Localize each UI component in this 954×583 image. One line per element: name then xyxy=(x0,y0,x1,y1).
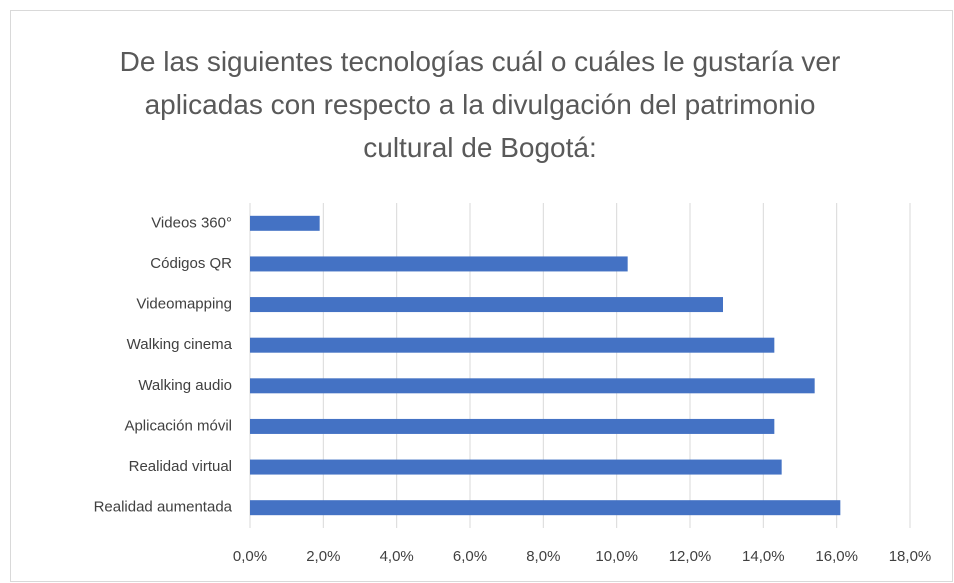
x-tick-label: 12,0% xyxy=(669,548,712,565)
x-tick-label: 8,0% xyxy=(526,548,560,565)
bar xyxy=(250,297,723,313)
bar xyxy=(250,459,782,475)
bar xyxy=(250,378,815,394)
bar xyxy=(250,337,775,353)
bar xyxy=(250,418,775,434)
bar xyxy=(250,215,320,231)
bar xyxy=(250,500,841,516)
chart-title: De las siguientes tecnologías cuál o cuá… xyxy=(119,46,841,163)
y-tick-label: Códigos QR xyxy=(150,255,232,272)
x-tick-label: 4,0% xyxy=(380,548,414,565)
y-tick-label: Aplicación móvil xyxy=(124,417,232,434)
y-tick-label: Walking cinema xyxy=(127,336,233,353)
x-tick-label: 2,0% xyxy=(306,548,340,565)
chart-border xyxy=(10,10,953,582)
y-tick-label: Walking audio xyxy=(138,377,232,394)
y-tick-label: Realidad aumentada xyxy=(94,499,233,516)
y-tick-label: Realidad virtual xyxy=(129,458,232,475)
y-tick-label: Videomapping xyxy=(136,296,232,313)
bar xyxy=(250,256,628,272)
x-tick-label: 16,0% xyxy=(815,548,858,565)
x-tick-label: 14,0% xyxy=(742,548,785,565)
x-tick-label: 10,0% xyxy=(595,548,638,565)
x-tick-label: 6,0% xyxy=(453,548,487,565)
y-tick-label: Videos 360° xyxy=(151,214,232,231)
x-tick-label: 0,0% xyxy=(233,548,267,565)
x-tick-label: 18,0% xyxy=(889,548,932,565)
